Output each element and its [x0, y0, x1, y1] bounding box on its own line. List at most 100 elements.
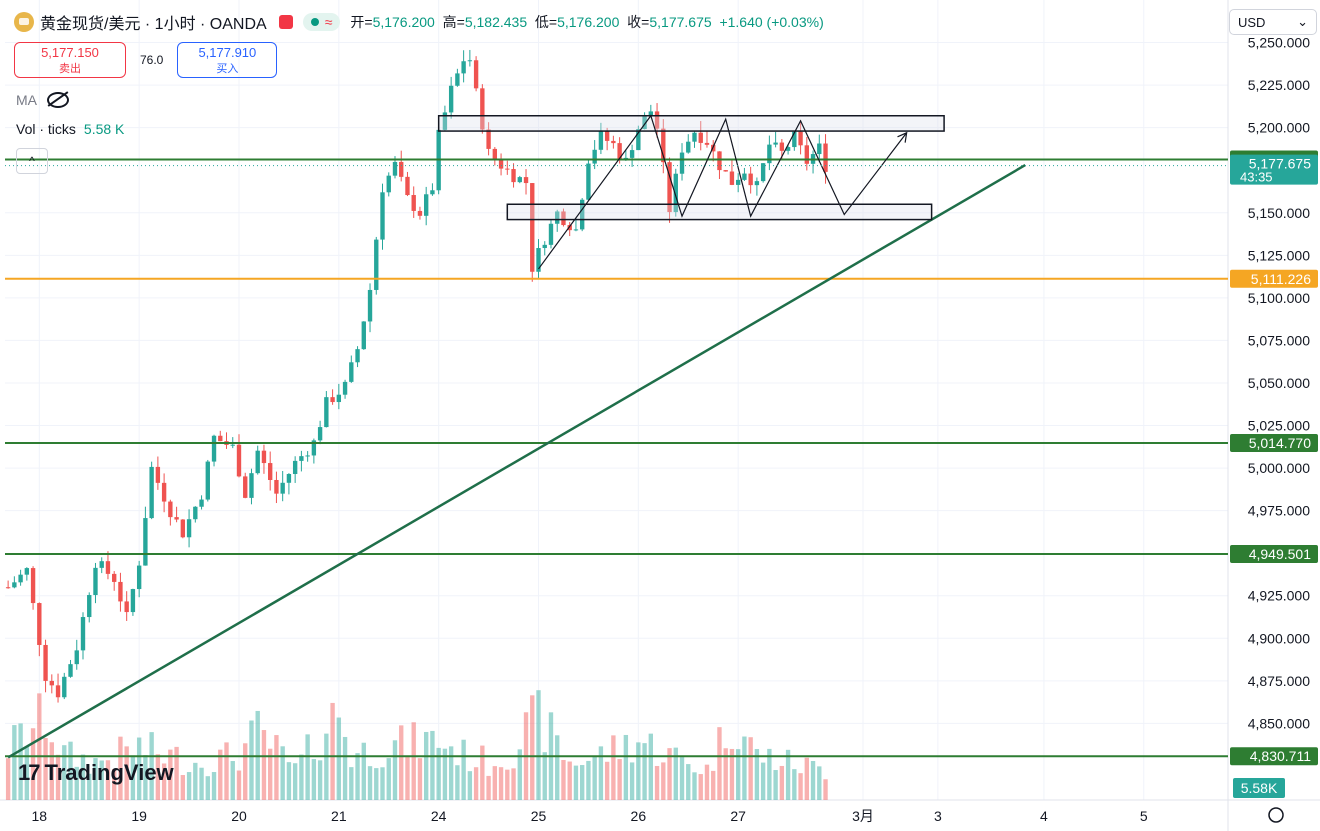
volume-bar — [218, 749, 223, 800]
projection-arrowhead — [897, 131, 908, 143]
volume-bar — [823, 779, 828, 800]
candle-body — [286, 474, 292, 483]
candle-body — [18, 574, 23, 583]
candle-body — [486, 129, 491, 149]
candle-body — [629, 150, 635, 158]
range-rectangle[interactable] — [437, 114, 945, 132]
candle-body — [274, 479, 279, 494]
hidden-eye-icon[interactable] — [47, 92, 69, 108]
x-tick-label: 3月 — [852, 808, 874, 824]
candle-body — [405, 176, 410, 196]
candle-body — [161, 482, 167, 502]
volume-bar — [792, 769, 797, 800]
volume-bar — [760, 762, 766, 800]
price-label-badge — [1230, 154, 1318, 185]
volume-bar — [93, 758, 98, 800]
volume-bar — [611, 735, 616, 800]
ma-indicator[interactable]: MA — [16, 92, 69, 108]
candle-body — [24, 568, 30, 575]
volume-bar — [692, 772, 697, 800]
volume-bar — [785, 749, 791, 800]
y-tick-label: 5,125.000 — [1248, 247, 1310, 263]
projection-path[interactable] — [538, 114, 908, 270]
volume-bar — [99, 760, 104, 800]
settings-gear-icon[interactable] — [1268, 807, 1284, 823]
candle-body — [785, 147, 791, 151]
collapse-button[interactable]: ^ — [16, 148, 48, 174]
volume-bar — [367, 766, 373, 800]
volume-bar — [292, 763, 298, 800]
volume-bar — [261, 730, 267, 800]
buy-label: 买入 — [216, 63, 239, 75]
candle-body — [324, 397, 329, 428]
volume-indicator[interactable]: Vol · ticks 5.58 K — [16, 121, 124, 137]
volume-bar — [143, 755, 148, 800]
candle-body — [792, 131, 797, 148]
price-label-text: 4,830.711 — [1250, 748, 1311, 764]
y-tick-label: 5,000.000 — [1248, 460, 1310, 476]
volume-bar — [174, 746, 179, 800]
volume-bar — [561, 759, 566, 800]
candle-body — [211, 435, 217, 462]
candle-body — [62, 676, 67, 698]
volume-bar — [280, 746, 285, 800]
currency-select[interactable]: USD ⌄ — [1229, 9, 1317, 35]
symbol-title[interactable]: 黄金现货/美元 · 1小时 · OANDA — [40, 16, 267, 33]
status-pill[interactable]: ≈ — [302, 13, 341, 31]
volume-bar — [186, 772, 192, 800]
volume-bar — [249, 720, 254, 800]
volume-bar — [112, 769, 117, 800]
y-tick-label: 5,050.000 — [1248, 375, 1310, 391]
ascending-trendline[interactable] — [7, 164, 1026, 759]
ohlc-readout: 开=5,176.200 高=5,182.435 低=5,176.200 收=5,… — [350, 12, 823, 32]
sell-button[interactable]: 5,177.150 卖出 — [14, 42, 126, 78]
candle-body — [642, 116, 647, 130]
candle-body — [330, 397, 335, 403]
candle-body — [342, 381, 348, 395]
candle-body — [773, 142, 778, 145]
range-rectangle[interactable] — [506, 203, 933, 221]
ma-label: MA — [16, 92, 37, 108]
price-label-text: 5,177.675 — [1249, 156, 1311, 172]
price-label-badge — [1230, 433, 1318, 452]
volume-bar — [124, 746, 129, 800]
volume-bar — [180, 775, 186, 800]
candle-body — [130, 589, 136, 613]
close-label: 收= — [627, 14, 650, 30]
candle-body — [74, 650, 79, 665]
volume-bar — [498, 767, 504, 800]
candle-body — [305, 455, 310, 457]
spread-value: 76.0 — [140, 53, 164, 67]
currency-value: USD — [1238, 14, 1266, 30]
candle-body — [586, 163, 591, 200]
x-tick-label: 3 — [934, 808, 942, 824]
candle-body — [37, 603, 42, 645]
candle-body — [542, 244, 547, 249]
candle-body — [386, 175, 391, 193]
volume-bar — [711, 770, 716, 800]
price-label-badge — [1230, 747, 1318, 766]
volume-bar — [667, 748, 672, 800]
volume-bar — [517, 749, 522, 800]
high-value: 5,182.435 — [464, 14, 528, 30]
candle-body — [517, 177, 522, 183]
volume-bar — [623, 734, 629, 800]
y-tick-label: 5,250.000 — [1248, 35, 1310, 51]
price-label-text: 5,111.226 — [1251, 271, 1311, 287]
volume-bar — [330, 702, 335, 800]
candle-body — [617, 143, 622, 159]
candle-body — [118, 581, 123, 602]
tradingview-name: TradingView — [44, 760, 174, 785]
candle-body — [817, 143, 822, 155]
volume-bar — [536, 690, 541, 800]
volume-bar — [136, 737, 142, 800]
volume-bar — [467, 771, 473, 800]
candle-body — [43, 644, 48, 681]
volume-bar — [598, 746, 604, 800]
volume-bar — [530, 695, 535, 800]
buy-button[interactable]: 5,177.910 买入 — [177, 42, 278, 78]
volume-bar — [686, 764, 691, 800]
low-label: 低= — [534, 14, 558, 30]
volume-bar — [211, 772, 217, 800]
